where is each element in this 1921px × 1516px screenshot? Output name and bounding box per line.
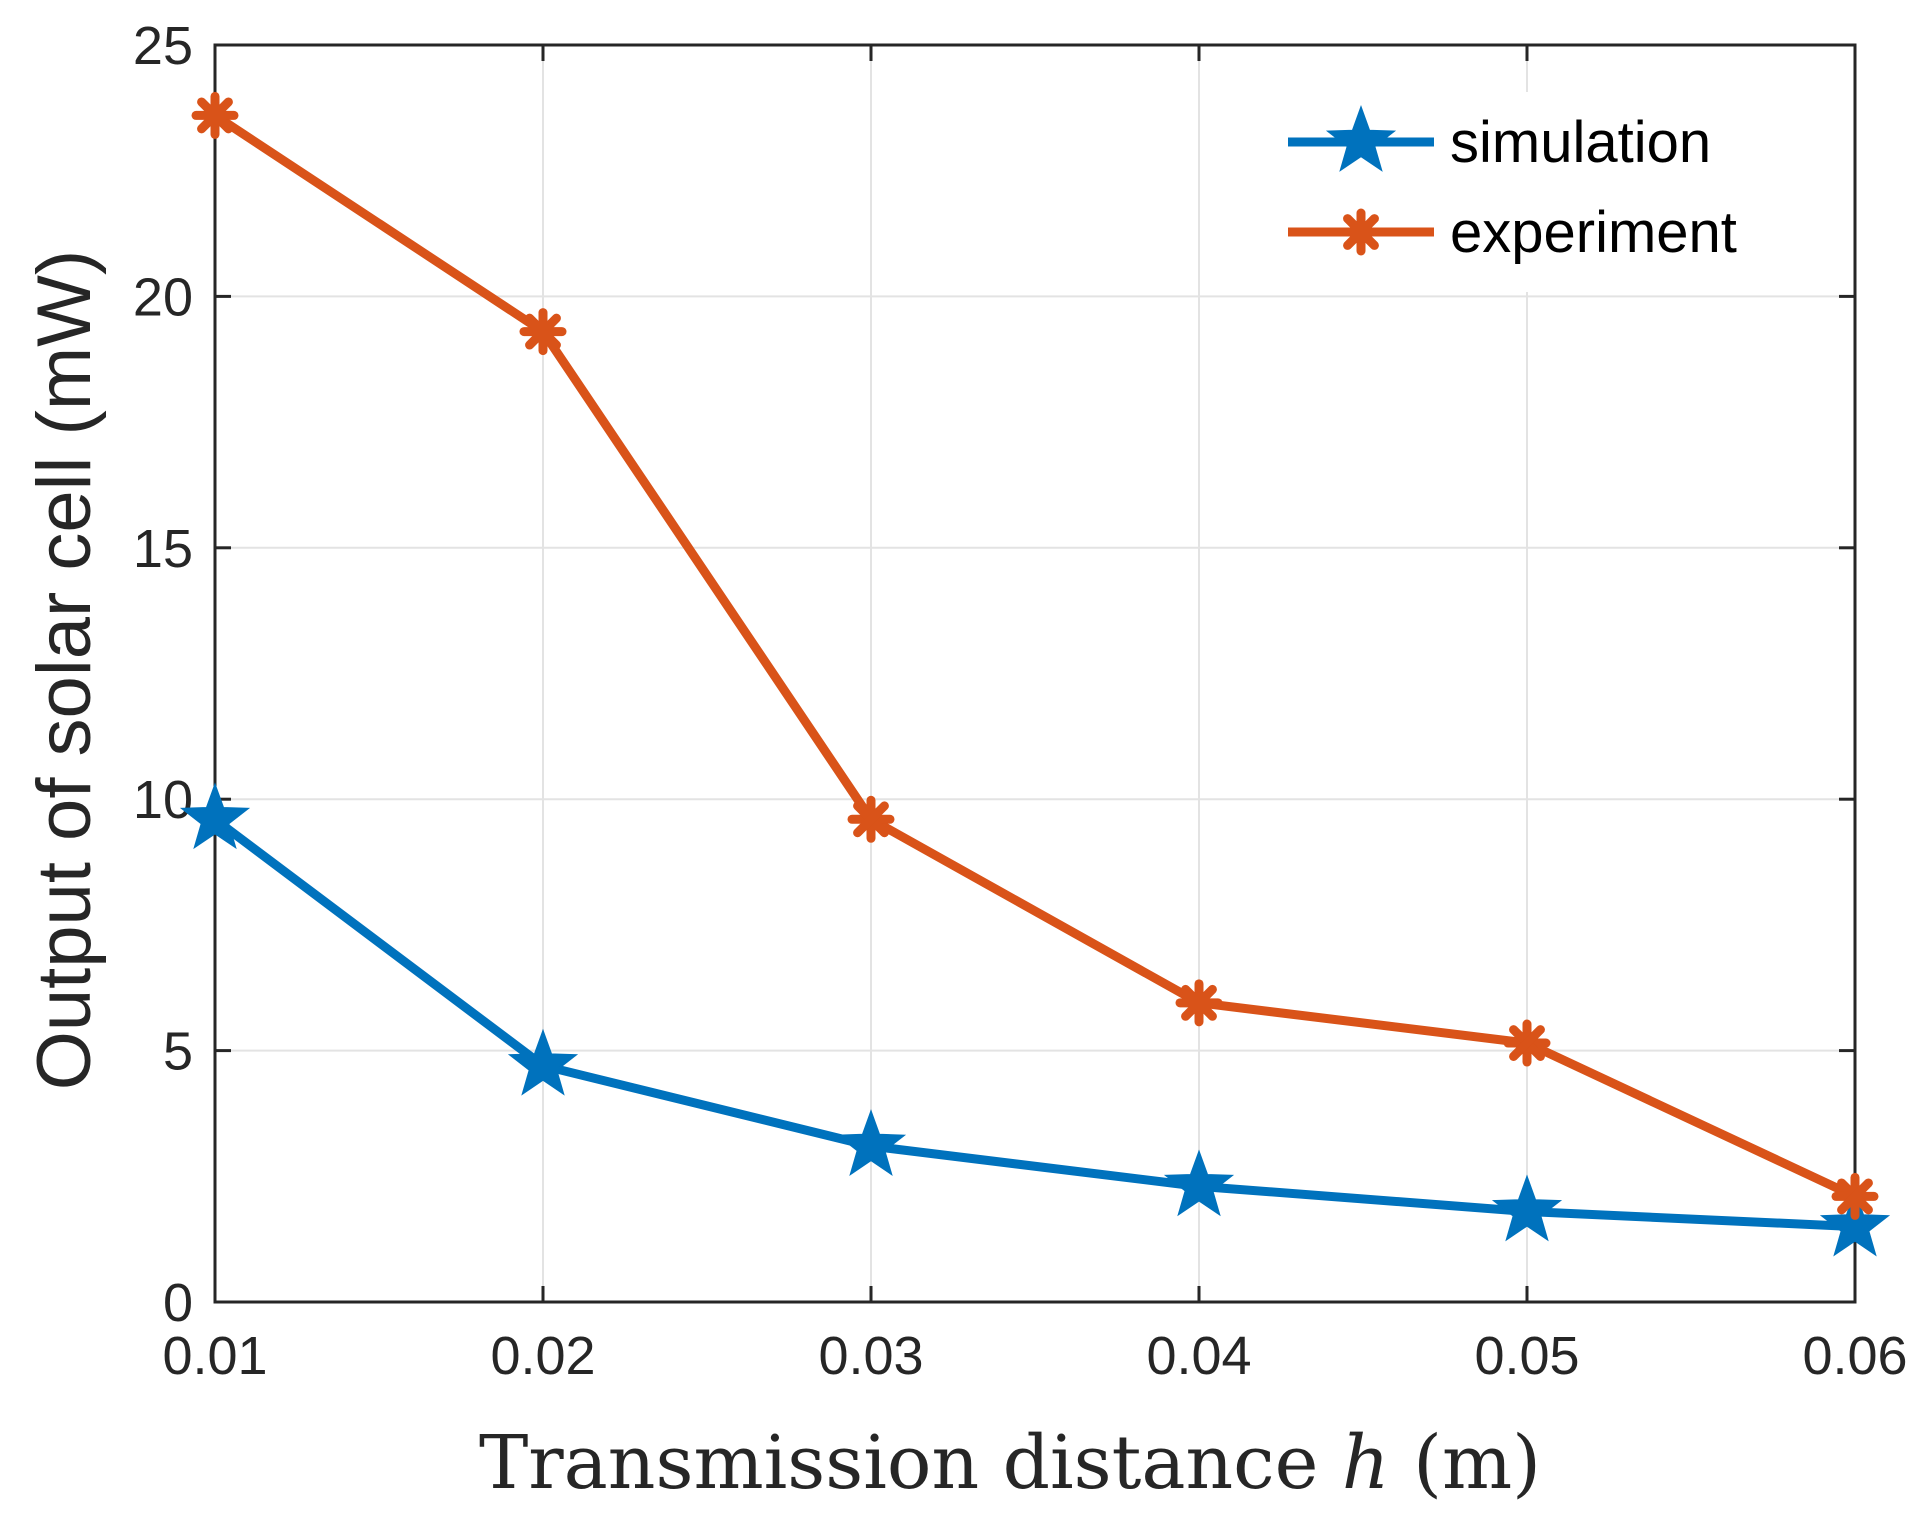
legend-entry-simulation: simulation	[1288, 105, 1711, 175]
series-layer	[179, 91, 1891, 1257]
y-axis-tick-labels: 0 5 10 15 20 25	[133, 16, 193, 1333]
asterisk-stroke	[1343, 214, 1379, 250]
experiment-point	[1175, 979, 1223, 1027]
experiment-point	[191, 91, 239, 139]
simulation-point	[507, 1028, 579, 1096]
grid-lines	[214, 44, 1856, 1303]
x-axis-label-main: Transmission distance	[479, 1420, 1342, 1506]
x-axis-label: Transmission distance h (m)	[479, 1420, 1541, 1506]
legend-marker	[1325, 105, 1397, 172]
simulation-point	[1163, 1149, 1235, 1217]
asterisk-stroke	[1181, 984, 1217, 1021]
asterisk-stroke	[525, 313, 561, 350]
simulation-point	[179, 782, 251, 850]
x-tick-label: 0.02	[490, 1326, 595, 1386]
series-experiment	[191, 91, 1879, 1220]
series-simulation	[179, 782, 1891, 1257]
x-axis-label-unit: (m)	[1390, 1420, 1541, 1506]
y-tick-label: 25	[133, 16, 193, 76]
experiment-line	[212, 111, 1857, 1201]
y-axis-label: Output of solar cell (mW)	[22, 250, 107, 1090]
legend-label: experiment	[1450, 200, 1737, 265]
asterisk-stroke	[853, 801, 889, 838]
x-tick-label: 0.04	[1146, 1326, 1251, 1386]
y-tick-label: 10	[133, 770, 193, 830]
simulation-point	[1491, 1174, 1563, 1242]
experiment-point	[847, 795, 895, 843]
x-tick-label: 0.01	[162, 1326, 267, 1386]
asterisk-stroke	[1509, 1025, 1545, 1061]
x-axis-label-variable: h	[1342, 1420, 1390, 1506]
x-tick-label: 0.03	[818, 1326, 923, 1386]
y-tick-label: 20	[133, 267, 193, 327]
legend-entry-experiment: experiment	[1288, 200, 1737, 265]
asterisk-stroke	[1837, 1178, 1873, 1215]
y-tick-label: 15	[133, 519, 193, 579]
y-tick-label: 5	[163, 1022, 193, 1082]
experiment-point	[519, 308, 567, 356]
legend-marker	[1337, 208, 1385, 256]
plot-area-frame	[213, 43, 1857, 1304]
experiment-point	[1831, 1172, 1879, 1220]
x-axis-tick-labels: 0.01 0.02 0.03 0.04 0.05 0.06	[162, 1326, 1907, 1386]
simulation-point	[835, 1109, 907, 1176]
axis-ticks	[213, 43, 1857, 1304]
y-tick-label: 0	[163, 1273, 193, 1333]
asterisk-stroke	[197, 97, 233, 134]
experiment-point	[1503, 1019, 1551, 1067]
simulation-line	[212, 815, 1856, 1232]
legend-label: simulation	[1450, 110, 1711, 175]
simulation-point	[1819, 1189, 1891, 1257]
x-tick-label: 0.05	[1474, 1326, 1579, 1386]
x-tick-label: 0.06	[1802, 1326, 1907, 1386]
legend: simulation experiment	[1270, 92, 1810, 292]
